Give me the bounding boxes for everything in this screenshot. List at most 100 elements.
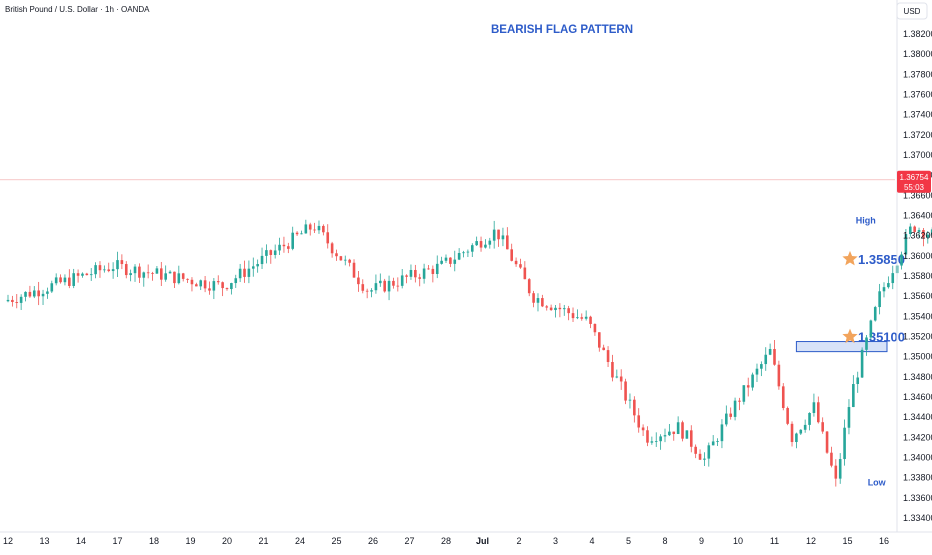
x-tick-label: 16: [879, 536, 889, 546]
x-tick-label: 11: [770, 536, 779, 546]
candle-body: [37, 290, 40, 297]
candle-body: [107, 269, 111, 272]
candle-body: [799, 429, 803, 434]
candle-body: [856, 377, 860, 385]
x-tick-label: 28: [441, 536, 451, 546]
candle-body: [746, 385, 750, 388]
current-price-tag: 1.36754 55:03: [897, 170, 931, 193]
y-tick-label: 1.33400: [903, 513, 932, 523]
x-tick-label: 25: [331, 536, 341, 546]
candle-body: [790, 423, 794, 443]
zone-level-label: 1.35100: [858, 330, 905, 345]
candle-body: [59, 277, 62, 283]
candle-body: [492, 229, 496, 241]
candle-body: [668, 431, 671, 436]
candle-body: [120, 260, 124, 265]
candle-body: [335, 253, 338, 257]
x-tick-label: 18: [149, 536, 159, 546]
candle-body: [24, 291, 27, 297]
candle-body: [374, 283, 378, 291]
y-tick-label: 1.33600: [903, 493, 932, 503]
x-tick-label: 24: [295, 536, 305, 546]
candle-body: [510, 249, 513, 261]
candle-body: [273, 250, 277, 255]
star-icon: [842, 250, 858, 266]
candle-body: [519, 264, 522, 268]
y-tick-label: 1.35800: [903, 271, 932, 281]
candle-body: [466, 251, 470, 253]
candle-body: [602, 347, 605, 351]
candle-body: [689, 430, 693, 447]
candle-body: [803, 424, 807, 430]
candle-body: [357, 277, 360, 285]
x-tick-label: 3: [553, 536, 558, 546]
candle-body: [129, 273, 132, 276]
candle-body: [838, 459, 842, 479]
symbol-title: British Pound / U.S. Dollar · 1h · OANDA: [5, 5, 150, 14]
candle-body: [637, 415, 641, 428]
candle-body: [817, 402, 820, 423]
x-tick-label: 21: [258, 536, 268, 546]
candle-body: [453, 259, 457, 264]
candle-body: [593, 323, 597, 333]
candle-body: [124, 264, 128, 276]
x-tick-label: 13: [39, 536, 49, 546]
candle-body: [891, 273, 895, 284]
candle-body: [361, 284, 365, 291]
candle-body: [387, 280, 391, 292]
candle-body: [133, 266, 137, 274]
currency-label: USD: [904, 7, 921, 16]
candle-body: [330, 243, 334, 254]
x-tick-label: 20: [222, 536, 232, 546]
candle-body: [405, 275, 408, 277]
y-tick-label: 1.35400: [903, 311, 932, 321]
candle-body: [6, 299, 10, 302]
candle-body: [549, 307, 553, 311]
x-tick-label: 15: [842, 536, 852, 546]
candle-body: [103, 269, 106, 271]
candle-body: [396, 285, 400, 287]
candle-body: [514, 260, 518, 265]
candle-body: [440, 260, 443, 264]
currency-badge[interactable]: [896, 2, 928, 20]
candle-body: [300, 233, 303, 235]
candle-body: [400, 275, 404, 286]
candle-body: [716, 441, 719, 442]
candle-body: [882, 287, 886, 292]
candle-body: [545, 306, 549, 308]
candle-body: [186, 278, 189, 280]
candle-body: [339, 256, 343, 261]
candle-body: [738, 400, 741, 402]
candle-body: [195, 284, 198, 287]
candle-body: [212, 281, 216, 291]
candle-body: [729, 413, 732, 417]
candle-body: [313, 229, 316, 231]
candle-body: [470, 245, 474, 252]
chart-title: BEARISH FLAG PATTERN: [491, 24, 633, 36]
x-tick-label: 4: [589, 536, 594, 546]
candle-body: [243, 268, 246, 277]
candle-body: [168, 271, 172, 274]
candle-body: [506, 235, 509, 250]
candle-body: [576, 317, 579, 319]
x-tick-label: 2: [516, 536, 521, 546]
candle-body: [414, 269, 417, 278]
x-tick-label: 14: [76, 536, 86, 546]
candle-body: [904, 234, 908, 255]
candle-body: [926, 234, 930, 238]
candle-body: [322, 225, 325, 233]
candle-body: [89, 274, 93, 276]
candle-body: [142, 272, 146, 278]
candle-body: [269, 250, 273, 255]
candle-body: [19, 296, 23, 303]
y-tick-label: 1.37400: [903, 110, 932, 120]
y-tick-label: 1.34600: [903, 392, 932, 402]
y-tick-label: 1.36400: [903, 211, 932, 221]
current-price-value: 1.36754: [900, 173, 929, 182]
candle-body: [32, 290, 36, 297]
candle-body: [720, 424, 724, 442]
candle-body: [698, 453, 702, 460]
candle-body: [641, 427, 645, 431]
